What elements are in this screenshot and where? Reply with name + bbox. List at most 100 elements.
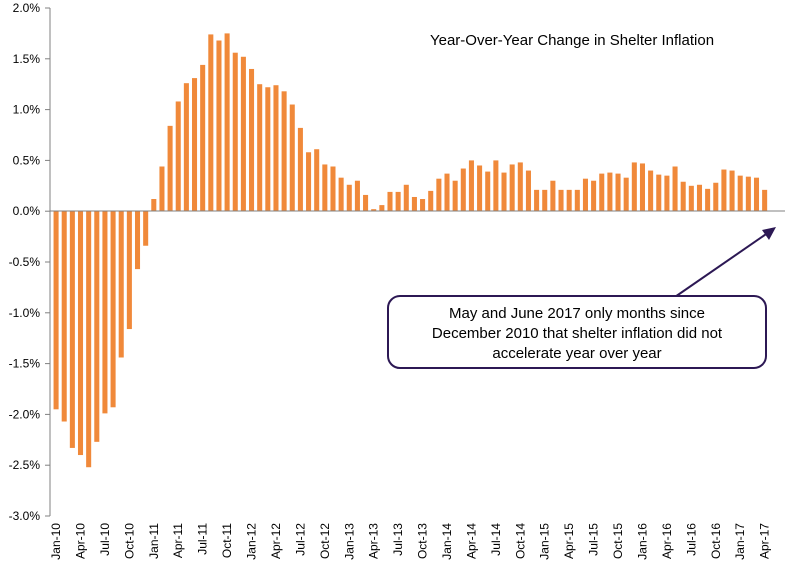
bar <box>167 125 173 212</box>
bar <box>493 160 499 212</box>
bar <box>615 173 621 212</box>
bar <box>525 170 531 212</box>
y-tick-label: 1.0% <box>13 103 41 117</box>
x-tick-label: Jul-15 <box>587 523 601 556</box>
bar <box>175 101 181 212</box>
bar <box>224 33 230 212</box>
x-tick-label: Apr-13 <box>367 523 381 559</box>
x-tick-label: Jul-10 <box>98 523 112 556</box>
bar <box>297 127 303 212</box>
x-tick-label: Apr-17 <box>758 523 772 559</box>
x-tick-label: Oct-13 <box>416 523 430 559</box>
bar <box>574 189 580 212</box>
x-ticks: Jan-10 Apr-10 Jul-10 Oct-10 Jan-11 Apr-11 Jul-… <box>49 523 772 560</box>
x-tick-label: Oct-15 <box>611 523 625 559</box>
bar <box>688 185 694 212</box>
bar <box>379 205 385 212</box>
bar <box>631 162 637 212</box>
bar <box>517 162 523 212</box>
bar <box>354 180 360 212</box>
bar <box>705 188 711 212</box>
bar <box>118 211 124 358</box>
bar <box>680 181 686 212</box>
bar <box>61 211 67 422</box>
x-tick-label: Jan-13 <box>342 523 356 560</box>
bar <box>330 166 336 212</box>
bar <box>444 173 450 212</box>
x-tick-label: Jan-15 <box>538 523 552 560</box>
bar <box>289 104 295 212</box>
x-tick-label: Oct-10 <box>122 523 136 559</box>
bar <box>216 40 222 212</box>
bar <box>281 91 287 212</box>
bar <box>240 56 246 212</box>
bar <box>314 149 320 212</box>
x-tick-label: Jan-12 <box>245 523 259 560</box>
y-tick-label: -3.0% <box>9 509 41 523</box>
bar <box>143 211 149 246</box>
x-tick-label: Jan-16 <box>635 523 649 560</box>
bar <box>134 211 141 270</box>
x-tick-label: Apr-16 <box>660 523 674 559</box>
bar <box>534 189 540 212</box>
bar <box>452 180 458 212</box>
y-tick-label: -1.5% <box>9 357 41 371</box>
x-tick-label: Apr-10 <box>74 523 88 559</box>
bar <box>753 177 760 212</box>
annotation-arrow <box>671 229 773 300</box>
bar <box>208 34 214 212</box>
bar <box>509 164 515 212</box>
bar <box>420 199 426 212</box>
bar <box>623 177 629 212</box>
x-tick-label: Jul-13 <box>391 523 405 556</box>
bar <box>411 196 417 212</box>
x-tick-label: Jan-11 <box>147 523 161 559</box>
bar <box>387 191 393 212</box>
bar <box>607 172 613 212</box>
bar <box>371 209 377 212</box>
x-tick-label: Apr-14 <box>464 523 478 559</box>
bar <box>468 160 474 212</box>
y-tick-label: 0.5% <box>13 153 41 167</box>
x-tick-label: Apr-11 <box>171 523 185 558</box>
bars <box>53 33 768 468</box>
bar <box>94 211 100 442</box>
x-tick-label: Jul-11 <box>196 523 210 555</box>
bar <box>232 52 238 212</box>
bar <box>729 170 735 212</box>
bar <box>77 211 84 456</box>
y-tick-label: -0.5% <box>9 255 41 269</box>
bar <box>591 180 597 212</box>
bar <box>395 191 401 212</box>
bar <box>648 170 654 212</box>
bar <box>363 194 369 212</box>
bar <box>550 180 556 212</box>
annotation-box <box>387 295 767 369</box>
bar <box>745 176 751 212</box>
bar <box>696 184 703 212</box>
annotation-arrowhead <box>762 227 776 240</box>
bar <box>192 78 198 212</box>
bar <box>713 182 719 212</box>
bar <box>762 189 768 212</box>
annotation-line-2: December 2010 that shelter inflation did… <box>432 325 723 342</box>
x-tick-label: Oct-11 <box>220 523 234 558</box>
bar <box>672 166 678 212</box>
bar <box>639 163 645 212</box>
bar <box>501 172 507 212</box>
bar <box>566 189 572 212</box>
y-tick-label: -1.0% <box>9 306 41 320</box>
x-tick-label: Jan-17 <box>733 523 747 560</box>
bar <box>542 189 548 212</box>
x-tick-label: Apr-15 <box>562 523 576 559</box>
bar <box>721 169 727 212</box>
y-tick-label: -2.0% <box>9 407 41 421</box>
bar <box>200 64 206 212</box>
x-tick-label: Jul-14 <box>489 523 503 556</box>
x-tick-label: Jul-12 <box>293 523 307 556</box>
bar <box>428 190 434 212</box>
x-tick-label: Jan-10 <box>49 523 63 560</box>
bar <box>53 211 59 410</box>
bar <box>436 178 442 212</box>
